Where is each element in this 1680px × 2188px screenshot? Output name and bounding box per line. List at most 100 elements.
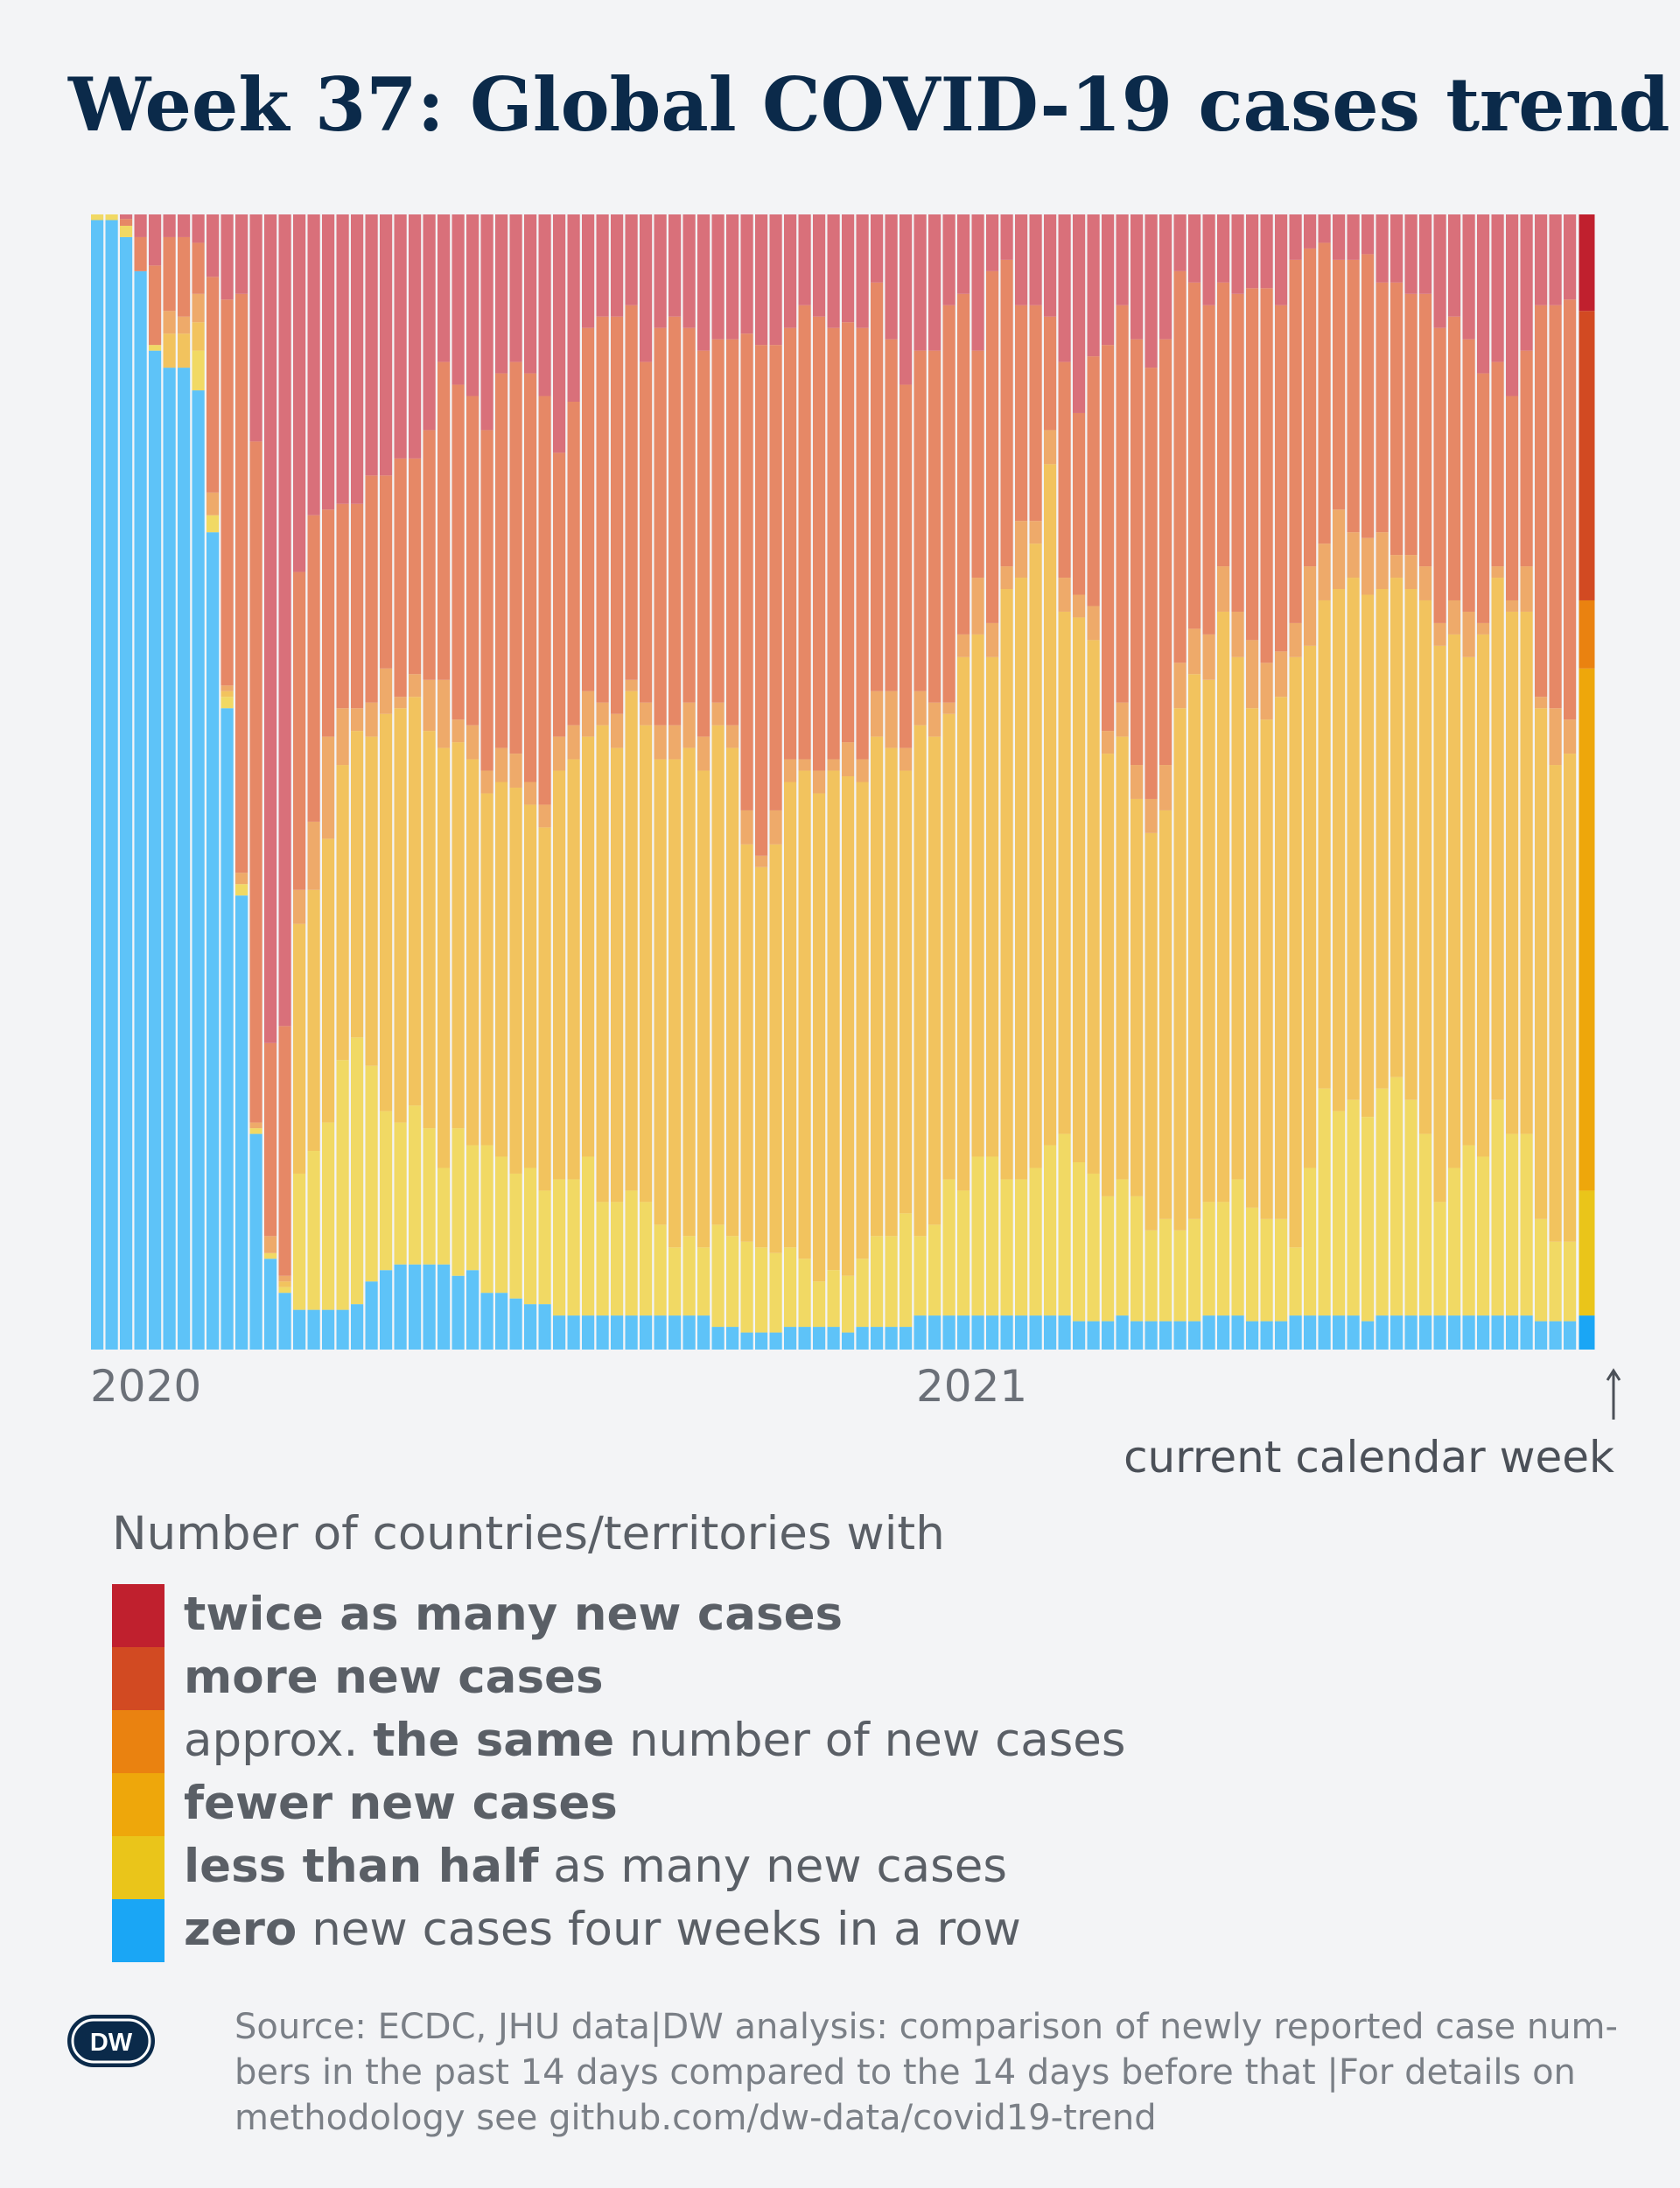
bar-segment-more <box>798 305 811 760</box>
bar-segment-more <box>235 293 248 873</box>
bar-segment-same <box>365 702 378 737</box>
bar-segment-same <box>1491 566 1504 579</box>
bar-segment-more <box>1549 305 1562 709</box>
bar-segment-same <box>1448 600 1461 635</box>
bar-segment-twice <box>322 214 335 510</box>
bar-segment-same <box>524 782 537 805</box>
bar-segment-half <box>293 1173 306 1310</box>
bar-segment-same <box>1087 606 1100 641</box>
legend-label-part: number of new cases <box>614 1714 1126 1767</box>
bar-segment-zero <box>1304 1315 1317 1350</box>
bar-segment-twice <box>986 214 999 271</box>
bar-segment-zero <box>1188 1321 1201 1350</box>
bar-segment-same <box>1044 430 1057 465</box>
bar-segment-same <box>885 691 898 748</box>
bar-segment-half <box>1333 1111 1346 1316</box>
bar-segment-fewer <box>1404 589 1418 1100</box>
bar-segment-zero <box>856 1327 869 1350</box>
current-week-annotation: current calendar week <box>1124 1432 1614 1483</box>
bar-segment-fewer <box>1044 464 1057 1146</box>
bar-segment-same <box>1159 765 1172 810</box>
bar-segment-zero <box>1044 1315 1057 1350</box>
bar-segment-half <box>149 345 162 351</box>
bar-segment-half <box>307 1151 320 1310</box>
bar-segment-more <box>1217 282 1230 567</box>
bar-segment-zero <box>553 1315 566 1350</box>
bar-segment-same <box>567 725 580 760</box>
bar-segment-half <box>553 1179 566 1316</box>
bar-segment-more <box>1491 361 1504 567</box>
bar-segment-fewer <box>1390 578 1404 1077</box>
bar-segment-zero <box>336 1309 349 1350</box>
bar-segment-zero <box>942 1315 956 1350</box>
bar-segment-half <box>1102 1196 1115 1322</box>
bar-segment-zero <box>538 1304 551 1350</box>
bar-segment-twice <box>784 214 797 328</box>
bar-segment-half <box>1015 1179 1028 1316</box>
bar-segment-twice <box>278 214 291 1027</box>
bar-segment-half <box>697 1247 710 1316</box>
bar-segment-same <box>1433 622 1446 646</box>
bar-segment-more <box>553 452 566 737</box>
bar-segment-fewer <box>1275 697 1288 1219</box>
bar-segment-fewer <box>942 713 956 1180</box>
bar-segment-fewer <box>452 742 465 1129</box>
bar-segment-fewer <box>1188 674 1201 1219</box>
bar-segment-half <box>1173 1230 1186 1322</box>
bar-segment-same <box>842 742 855 777</box>
bar-segment-fewer <box>1144 832 1158 1231</box>
bar-segment-zero <box>1390 1315 1404 1350</box>
bar-segment-fewer <box>784 782 797 1248</box>
legend-label-more: more new cases <box>184 1651 603 1705</box>
bar-segment-zero <box>986 1315 999 1350</box>
bar-segment-half <box>235 884 248 896</box>
bar-segment-more <box>409 458 422 675</box>
bar-segment-same <box>1231 611 1244 657</box>
bar-segment-same <box>1058 578 1071 612</box>
bar-segment-zero <box>1477 1315 1490 1350</box>
bar-segment-twice <box>1231 214 1244 294</box>
bar-segment-zero <box>1520 1315 1533 1350</box>
bar-segment-zero <box>1289 1315 1302 1350</box>
bar-segment-zero <box>1535 1321 1548 1350</box>
bar-segment-same <box>1535 697 1548 709</box>
bar-segment-same <box>192 293 205 323</box>
bar-segment-twice <box>1549 214 1562 305</box>
bar-segment-same <box>740 810 753 845</box>
bar-segment-fewer <box>538 827 551 1191</box>
bar-segment-more <box>1289 259 1302 623</box>
bar-segment-zero <box>1318 1315 1331 1350</box>
bar-segment-zero <box>1173 1321 1186 1350</box>
bar-segment-zero <box>1000 1315 1013 1350</box>
bar-segment-twice <box>1144 214 1158 368</box>
bar-segment-half <box>1000 1179 1013 1316</box>
bar-segment-more <box>1419 293 1432 567</box>
bar-segment-zero <box>120 236 133 1350</box>
bar-segment-zero <box>682 1315 696 1350</box>
legend-label-zero: zero new cases four weeks in a row <box>184 1903 1021 1957</box>
bar-segment-fewer <box>625 691 638 1191</box>
bar-segment-half <box>813 1281 826 1328</box>
bar-segment-fewer <box>1333 589 1346 1112</box>
bar-segment-half <box>1217 1202 1230 1316</box>
bar-segment-zero <box>1376 1315 1389 1350</box>
bar-segment-fewer <box>438 747 451 1168</box>
bar-segment-same <box>1520 566 1533 612</box>
bar-segment-fewer <box>1376 589 1389 1089</box>
bar-segment-half <box>711 1224 724 1328</box>
bar-segment-fewer <box>1347 578 1360 1100</box>
bar-segment-more <box>769 345 782 810</box>
bar-segment-more <box>1404 293 1418 556</box>
bar-segment-more <box>1275 305 1288 652</box>
bar-segment-zero <box>1419 1315 1432 1350</box>
legend-label-part: less than half <box>184 1840 539 1893</box>
bar-segment-fewer <box>163 333 176 368</box>
bar-segment-same <box>1102 731 1115 754</box>
bar-segment-twice <box>220 214 234 300</box>
bar-segment-fewer <box>885 747 898 1237</box>
bar-segment-more <box>640 361 653 703</box>
bar-segment-same <box>928 702 942 737</box>
bar-segment-fewer <box>409 697 422 1106</box>
bar-segment-half <box>856 1259 869 1328</box>
bar-segment-twice <box>740 214 753 334</box>
